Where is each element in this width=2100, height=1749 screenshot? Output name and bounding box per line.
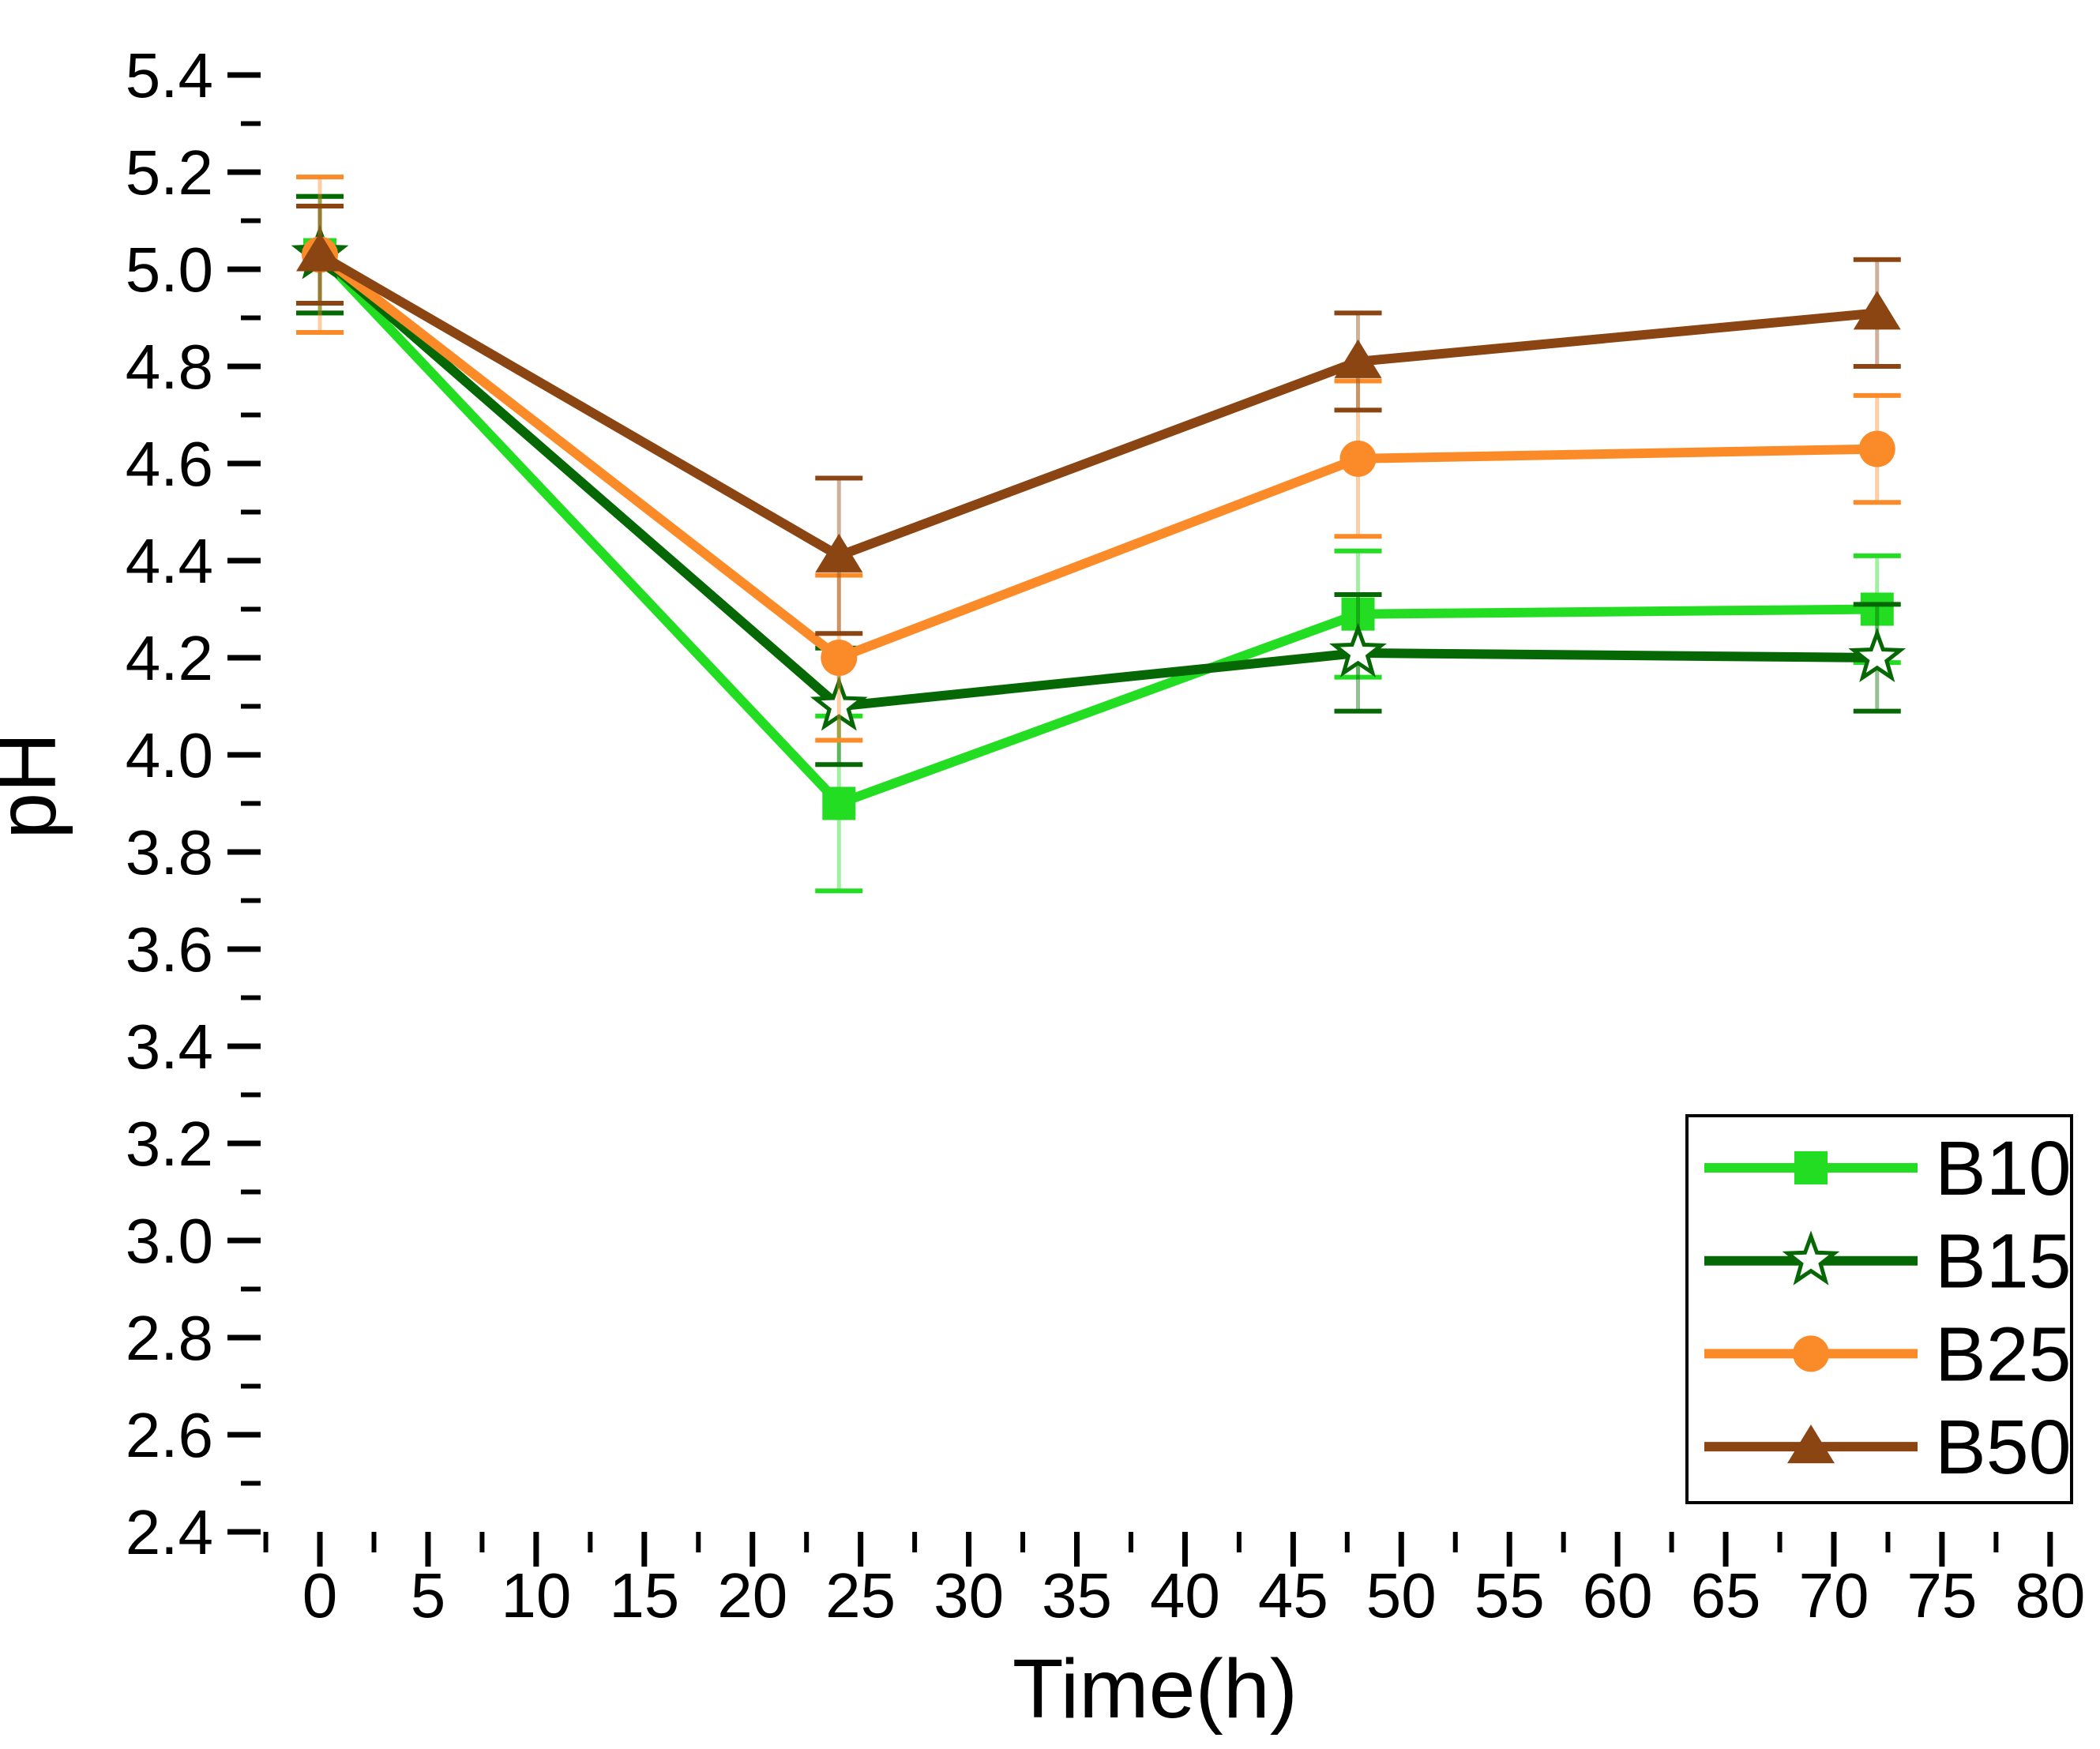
- legend-label: B15: [1935, 1218, 2072, 1304]
- x-tick-label: 40: [1150, 1560, 1220, 1631]
- y-tick-label: 4.4: [126, 526, 213, 596]
- star-marker: [810, 676, 868, 731]
- y-tick-label: 2.8: [126, 1303, 213, 1373]
- legend-box: [1685, 1114, 2073, 1504]
- triangle-marker: [1787, 1424, 1835, 1464]
- x-tick-label: 0: [302, 1560, 338, 1631]
- x-tick-label: 75: [1907, 1560, 1977, 1631]
- star-marker: [1848, 627, 1907, 683]
- y-tick-label: 3.6: [126, 914, 213, 985]
- x-tick-label: 30: [934, 1560, 1004, 1631]
- y-tick-label: 3.2: [126, 1109, 213, 1179]
- x-tick-label: 25: [825, 1560, 896, 1631]
- y-tick-label: 3.4: [126, 1011, 213, 1082]
- square-marker: [822, 786, 856, 820]
- legend-label: B10: [1935, 1125, 2072, 1211]
- circle-marker: [1339, 440, 1377, 477]
- circle-marker: [1858, 430, 1895, 467]
- x-tick-label: 15: [609, 1560, 679, 1631]
- y-tick-label: 5.0: [126, 235, 213, 305]
- axes: 5.4 5.2 5.0 4.8 4.6 4.4 4.2 4.0 3.8 3.6 3.4 3.2 3.0 2…: [126, 40, 2086, 1631]
- triangle-marker: [815, 533, 863, 572]
- series-line-B15: [317, 251, 1877, 711]
- y-tick-label: 3.8: [126, 817, 213, 888]
- square-marker: [1794, 1151, 1828, 1184]
- x-axis-title: Time(h): [1012, 1642, 1298, 1736]
- series-group: [291, 175, 1907, 894]
- circle-marker: [1793, 1335, 1829, 1372]
- y-tick-label: 4.6: [126, 429, 213, 499]
- x-tick-label: 20: [717, 1560, 787, 1631]
- x-tick-label: 60: [1583, 1560, 1653, 1631]
- y-tick-label: 5.2: [126, 137, 213, 208]
- legend-item-B15: B15: [1704, 1218, 2072, 1304]
- x-tick-label: 45: [1258, 1560, 1328, 1631]
- x-tick-label: 70: [1798, 1560, 1869, 1631]
- square-marker: [1860, 592, 1894, 626]
- y-tick-label: 2.4: [126, 1497, 213, 1567]
- x-tick-label: 80: [2015, 1560, 2085, 1631]
- y-tick-label: 3.0: [126, 1206, 213, 1276]
- x-tick-label: 10: [501, 1560, 571, 1631]
- series-line-B25: [317, 250, 1877, 663]
- series-B50: [296, 204, 1901, 636]
- triangle-marker: [1334, 339, 1382, 378]
- series-line-B10: [316, 251, 1877, 809]
- x-tick-label: 35: [1042, 1560, 1112, 1631]
- triangle-marker: [1853, 291, 1901, 330]
- legend-item-B50: B50: [1704, 1404, 2072, 1490]
- x-axis: 0 5 10 15 20 25 30 35 40 45 50 55 60 65 70 75 80: [263, 1532, 2085, 1631]
- star-marker: [1329, 622, 1387, 677]
- y-tick-label: 4.8: [126, 332, 213, 402]
- legend-label: B50: [1935, 1404, 2072, 1490]
- legend-item-B25: B25: [1704, 1311, 2072, 1397]
- star-marker: [1782, 1230, 1840, 1285]
- y-tick-label: 4.2: [126, 623, 213, 693]
- legend-label: B25: [1935, 1311, 2072, 1397]
- y-tick-label: 4.0: [126, 720, 213, 790]
- x-tick-label: 5: [411, 1560, 446, 1631]
- y-tick-label: 5.4: [126, 40, 213, 111]
- y-axis: 5.4 5.2 5.0 4.8 4.6 4.4 4.2 4.0 3.8 3.6 3.4 3.2 3.0 2…: [126, 40, 261, 1567]
- y-tick-label: 2.6: [126, 1400, 213, 1470]
- x-tick-label: 65: [1691, 1560, 1761, 1631]
- triangle-marker: [296, 232, 344, 272]
- x-tick-label: 55: [1475, 1560, 1545, 1631]
- x-tick-label: 50: [1366, 1560, 1437, 1631]
- circle-marker: [821, 640, 858, 676]
- y-axis-title: pH: [0, 732, 73, 839]
- series-line-B50: [317, 250, 1878, 561]
- legend-item-B10: B10: [1704, 1125, 2072, 1211]
